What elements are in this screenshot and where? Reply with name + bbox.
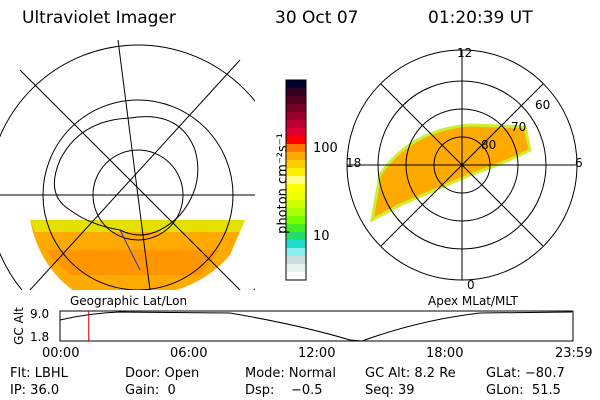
auroral-image-left <box>30 220 245 290</box>
date-label: 30 Oct 07 <box>275 8 359 28</box>
colorbar-band <box>286 224 306 233</box>
lat-label-60: 60 <box>535 98 551 112</box>
mlt-label-18: 18 <box>346 156 362 170</box>
status-seq: Seq: 39 <box>365 383 415 398</box>
altitude-curve <box>59 311 573 342</box>
colorbar-band <box>286 152 306 161</box>
colorbar-band <box>286 136 306 145</box>
timeline-ytick: 9.0 <box>30 307 50 321</box>
colorbar-band <box>286 80 306 89</box>
status-filter: Flt: LBHL <box>10 366 68 381</box>
mlt-label-6: 6 <box>575 156 583 170</box>
colorbar-band <box>286 240 306 249</box>
colorbar-band <box>286 96 306 105</box>
colorbar-band <box>286 272 306 281</box>
colorbar-tick-100: 100 <box>313 141 338 156</box>
status-dsp: Dsp: −0.5 <box>245 383 323 398</box>
colorbar-band <box>286 232 306 241</box>
colorbar-band <box>286 256 306 265</box>
time-label: 01:20:39 UT <box>428 8 533 28</box>
timeline-xtick: 12:00 <box>298 346 336 361</box>
colorbar-band <box>286 168 306 177</box>
antarctica-coastline <box>53 116 199 236</box>
colorbar-band <box>286 128 306 137</box>
colorbar-band <box>286 88 306 97</box>
status-gc-alt: GC Alt: 8.2 Re <box>365 366 456 381</box>
timeline-xtick: 06:00 <box>170 346 208 361</box>
status-glat: GLat: −80.7 <box>486 366 565 381</box>
colorbar-band <box>286 184 306 193</box>
colorbar-band <box>286 248 306 257</box>
timeline-xtick: 23:59 <box>555 346 593 361</box>
colorbar-band <box>286 200 306 209</box>
mlt-label-0: 0 <box>467 278 475 292</box>
auroral-image-right <box>369 123 532 223</box>
mlt-label-12: 12 <box>457 46 473 60</box>
colorbar-band <box>286 144 306 153</box>
colorbar <box>286 80 306 281</box>
colorbar-band <box>286 216 306 225</box>
status-glon: GLon: 51.5 <box>486 383 561 398</box>
colorbar-tick-10: 10 <box>313 229 330 244</box>
right-panel-label: Apex MLat/MLT <box>428 294 518 308</box>
status-door: Door: Open <box>125 366 200 381</box>
colorbar-band <box>286 264 306 273</box>
geographic-map <box>0 40 255 290</box>
colorbar-band <box>286 208 306 217</box>
timeline-ytick: 1.8 <box>30 330 50 344</box>
colorbar-band <box>286 104 306 113</box>
timeline-ylabel: GC Alt <box>11 307 26 345</box>
status-mode: Mode: Normal <box>245 366 336 381</box>
colorbar-band <box>286 176 306 185</box>
status-ip: IP: 36.0 <box>10 383 60 398</box>
colorbar-band <box>286 112 306 121</box>
lat-label-80: 80 <box>481 138 497 152</box>
colorbar-band <box>286 160 306 169</box>
left-panel-label: Geographic Lat/Lon <box>70 294 188 308</box>
timeline-xtick: 00:00 <box>42 346 80 361</box>
polar-plot <box>346 49 578 281</box>
instrument-title: Ultraviolet Imager <box>22 8 176 28</box>
timeline-xtick: 18:00 <box>426 346 464 361</box>
status-gain: Gain: 0 <box>125 383 176 398</box>
lat-label-70: 70 <box>511 120 527 134</box>
colorbar-band <box>286 120 306 129</box>
lat-circle <box>0 44 255 290</box>
colorbar-band <box>286 192 306 201</box>
colorbar-unit-label: photon cm⁻²s⁻¹ <box>275 133 291 234</box>
